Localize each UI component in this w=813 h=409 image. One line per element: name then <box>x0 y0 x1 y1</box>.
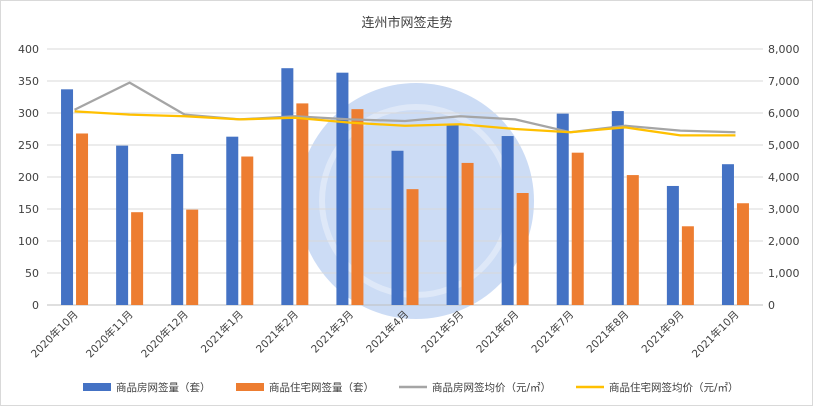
x-tick-label: 2021年10月 <box>689 308 741 360</box>
legend-marker <box>236 383 264 391</box>
price-lines <box>74 81 736 137</box>
y-right-tick-label: 6,000 <box>768 107 800 120</box>
bar-residential-volume <box>406 189 419 305</box>
bar-residential-volume <box>461 162 474 305</box>
y-right-tick-label: 7,000 <box>768 75 800 88</box>
y-axis-right: 0 1,000 2,000 3,000 4,000 5,000 6,000 7,000 8,00… <box>768 43 800 312</box>
y-left-tick-label: 250 <box>18 139 39 152</box>
y-right-tick-label: 5,000 <box>768 139 800 152</box>
legend-label: 商品住宅网签量（套） <box>269 381 374 394</box>
bar-residential-volume <box>626 175 639 305</box>
legend: 商品房网签量（套） 商品住宅网签量（套） 商品房网签均价（元/㎡） 商品住宅网签均价（… <box>83 381 739 394</box>
x-tick-label: 2020年11月 <box>83 308 135 360</box>
bars <box>61 68 749 306</box>
y-right-tick-label: 2,000 <box>768 235 800 248</box>
y-right-tick-label: 0 <box>768 299 775 312</box>
bar-residential-volume <box>351 109 364 305</box>
x-tick-label: 2021年6月 <box>474 308 522 356</box>
bar-residential-volume <box>736 203 749 305</box>
bar-commercial-volume <box>116 145 129 305</box>
bar-commercial-volume <box>721 164 734 305</box>
bar-commercial-volume <box>336 72 349 306</box>
x-tick-label: 2021年3月 <box>308 308 356 356</box>
x-tick-label: 2021年9月 <box>639 308 687 356</box>
y-left-tick-label: 100 <box>18 235 39 248</box>
bar-residential-volume <box>516 193 529 305</box>
y-left-tick-label: 50 <box>25 267 39 280</box>
x-axis: 2020年10月 2020年11月 2020年12月 2021年1月 2021年2月 20… <box>28 308 741 360</box>
bar-commercial-volume <box>556 113 569 305</box>
bar-commercial-volume <box>446 125 459 305</box>
gridlines <box>47 48 763 306</box>
bar-residential-volume <box>186 209 199 305</box>
x-tick-label: 2020年10月 <box>28 308 80 360</box>
bar-residential-volume <box>241 156 254 305</box>
bar-residential-volume <box>681 226 694 305</box>
line-residential-price <box>74 110 736 137</box>
bar-commercial-volume <box>501 136 514 305</box>
y-left-tick-label: 150 <box>18 203 39 216</box>
y-left-tick-label: 400 <box>18 43 39 56</box>
bar-commercial-volume <box>391 150 404 305</box>
legend-label: 商品房网签均价（元/㎡） <box>432 381 551 394</box>
bar-residential-volume <box>571 152 584 305</box>
x-tick-label: 2021年1月 <box>198 308 246 356</box>
x-tick-label: 2021年7月 <box>529 308 577 356</box>
y-left-tick-label: 200 <box>18 171 39 184</box>
bar-commercial-volume <box>226 136 239 305</box>
y-left-tick-label: 0 <box>32 299 39 312</box>
bar-commercial-volume <box>611 111 624 305</box>
legend-marker <box>83 383 111 391</box>
y-right-tick-label: 4,000 <box>768 171 800 184</box>
y-axis-left: 0 50 100 150 200 250 300 350 400 <box>18 43 39 312</box>
bar-commercial-volume <box>281 68 294 305</box>
bar-residential-volume <box>76 133 89 305</box>
bar-commercial-volume <box>171 153 184 305</box>
line-commercial-price <box>74 81 736 134</box>
legend-label: 商品住宅网签均价（元/㎡） <box>609 381 739 394</box>
y-right-tick-label: 1,000 <box>768 267 800 280</box>
x-tick-label: 2021年2月 <box>253 308 301 356</box>
y-left-tick-label: 350 <box>18 75 39 88</box>
bar-residential-volume <box>296 103 309 306</box>
bar-commercial-volume <box>666 185 679 305</box>
y-right-tick-label: 8,000 <box>768 43 800 56</box>
chart-title: 连州市网签走势 <box>361 15 452 31</box>
x-tick-label: 2020年12月 <box>138 308 190 360</box>
legend-label: 商品房网签量（套） <box>116 381 211 394</box>
y-left-tick-label: 300 <box>18 107 39 120</box>
bar-residential-volume <box>131 212 144 305</box>
bar-commercial-volume <box>61 89 74 305</box>
x-tick-label: 2021年8月 <box>584 308 632 356</box>
y-right-tick-label: 3,000 <box>768 203 800 216</box>
